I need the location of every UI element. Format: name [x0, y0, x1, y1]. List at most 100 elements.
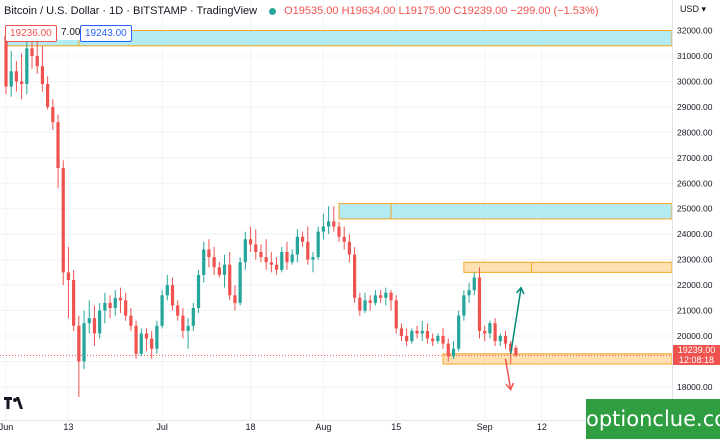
candle: [66, 246, 71, 319]
candle-layer: [4, 31, 518, 398]
candle: [118, 287, 123, 314]
candle: [196, 269, 201, 314]
candle: [290, 249, 294, 265]
candle-body: [316, 231, 320, 258]
candle-body: [457, 315, 461, 349]
candle-body: [207, 249, 211, 258]
candle-body: [285, 252, 289, 263]
candle-body: [228, 264, 232, 296]
symbol-title[interactable]: Bitcoin / U.S. Dollar · 1D · BITSTAMP · …: [4, 5, 258, 17]
candle: [457, 310, 461, 352]
candle: [425, 323, 430, 344]
candle: [514, 345, 518, 357]
candle-body: [363, 300, 367, 311]
candle-body: [384, 292, 388, 298]
candle-body: [61, 168, 65, 273]
candle: [384, 287, 388, 306]
candle-body: [82, 323, 86, 362]
change-value: −299.00 (−1.53%): [510, 5, 599, 17]
candle: [285, 241, 289, 270]
candle-body: [509, 343, 513, 352]
symbol-header: Bitcoin / U.S. Dollar · 1D · BITSTAMP · …: [0, 0, 676, 22]
candle-body: [514, 347, 518, 356]
currency-label[interactable]: USD ▾: [680, 4, 706, 15]
arrow-shaft: [504, 358, 512, 390]
candle-body: [98, 310, 102, 334]
candle-body: [150, 338, 154, 349]
candle: [373, 290, 378, 306]
price-axis[interactable]: 32000.00 31000.00 30000.00 29000.00 28000.00…: [677, 26, 713, 392]
candle-body: [51, 106, 55, 123]
candle-body: [9, 71, 13, 87]
candle-body: [217, 267, 221, 275]
candle: [503, 330, 508, 349]
candle: [358, 292, 362, 316]
candle-body: [4, 35, 8, 87]
tradingview-logo-icon[interactable]: [4, 396, 24, 410]
candle-body: [425, 330, 430, 339]
candle: [431, 333, 435, 347]
candle-body: [415, 330, 419, 334]
open-value: O19535.00: [284, 5, 339, 17]
candle-body: [108, 302, 112, 308]
candle-body: [113, 297, 117, 308]
candle: [316, 226, 320, 260]
candle-body: [462, 295, 466, 316]
candle-body: [155, 325, 159, 349]
candle: [113, 290, 117, 316]
candle: [462, 290, 466, 321]
candle-body: [347, 241, 352, 255]
candle-body: [40, 66, 45, 84]
price-tick-label: 26000.00: [677, 178, 713, 188]
candle-body: [196, 274, 201, 308]
candle: [248, 226, 253, 252]
candle: [238, 257, 242, 306]
candle-body: [352, 254, 357, 298]
candle: [311, 252, 315, 273]
candle-body: [306, 241, 310, 260]
spread-value: 7.00: [57, 25, 85, 40]
candle-body: [248, 239, 253, 245]
candle-body: [332, 221, 336, 227]
candle-body: [25, 48, 29, 84]
candle-body: [222, 264, 227, 275]
sell-price-button[interactable]: 19236.00: [5, 25, 57, 42]
market-open-dot-icon: [269, 7, 277, 15]
candle: [51, 99, 55, 130]
candle-body: [379, 295, 383, 298]
ohlc-values: O19535.00 H19634.00 L19175.00 C19239.00 …: [284, 5, 598, 17]
candle: [103, 292, 107, 324]
candle-body: [160, 295, 164, 326]
candle: [337, 221, 341, 242]
candle-body: [14, 71, 19, 82]
buy-price-button[interactable]: 19243.00: [80, 25, 132, 42]
candle: [243, 231, 247, 270]
candle-body: [394, 300, 398, 329]
currency-text: USD: [679, 4, 699, 14]
candle: [467, 282, 471, 303]
candle-body: [77, 325, 81, 362]
candle-body: [254, 244, 258, 252]
arrow-shaft: [509, 287, 522, 354]
projection-up-arrow: [509, 286, 525, 354]
candle: [30, 38, 34, 69]
time-axis[interactable]: Jun 13 Jul 18 Aug 15 Sep 12: [0, 422, 547, 432]
candle-body: [72, 280, 76, 326]
price-tick-label: 24000.00: [677, 229, 713, 239]
price-tick-label: 32000.00: [677, 26, 713, 36]
candle: [368, 295, 372, 311]
candle-body: [300, 236, 305, 242]
candle: [186, 318, 190, 349]
bar-countdown: 12:08:18: [678, 355, 715, 365]
candle-body: [170, 285, 175, 306]
price-tick-label: 28000.00: [677, 127, 713, 137]
price-tick-label: 27000.00: [677, 153, 713, 163]
candle-body: [483, 330, 487, 334]
candle-body: [264, 257, 268, 263]
close-value: C19239.00: [453, 5, 508, 17]
candle: [25, 40, 29, 95]
candle: [165, 274, 169, 301]
candle-body: [446, 343, 450, 357]
